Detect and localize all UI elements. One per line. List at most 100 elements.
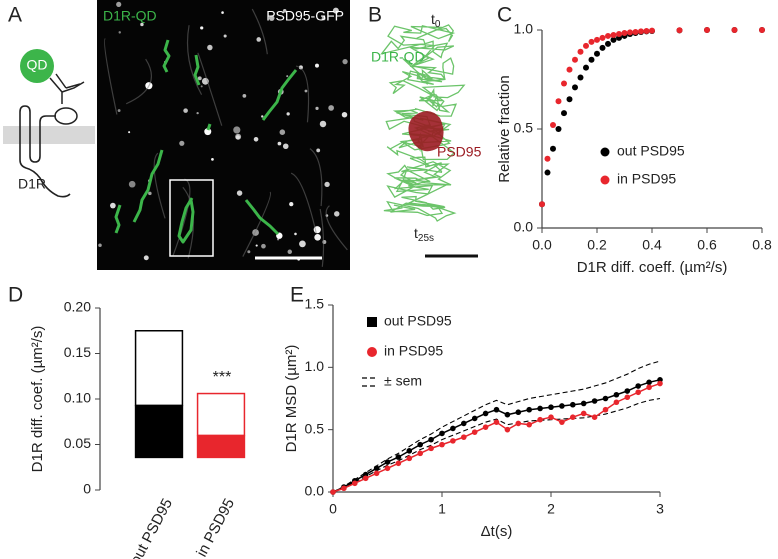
x-tick-label: 0.0 [532, 237, 552, 253]
data-point [537, 416, 543, 423]
data-point [384, 465, 391, 472]
punctum [148, 191, 152, 196]
punctum [197, 76, 202, 81]
track [206, 123, 212, 131]
x-tick-label: 0.8 [752, 237, 772, 253]
fluorescence-puncta [98, 1, 348, 267]
x-axis-label: Δt(s) [481, 523, 513, 540]
channel-label: PSD95-GFP [266, 8, 344, 24]
data-point [450, 438, 456, 444]
neurite [309, 148, 323, 207]
sem-line [332, 397, 661, 493]
punctum [341, 111, 348, 118]
neurite [319, 208, 325, 267]
data-point [471, 415, 478, 422]
data-point [621, 29, 628, 36]
legend-label: out PSD95 [384, 313, 452, 329]
data-point [550, 122, 556, 129]
annotation: *** [213, 369, 232, 386]
y-tick-label: 1.0 [514, 21, 534, 37]
data-point [561, 80, 567, 87]
data-point [591, 398, 598, 404]
data-point [613, 399, 620, 406]
punctum [294, 232, 297, 236]
data-point [599, 34, 606, 41]
y-tick-label: 0.0 [514, 219, 534, 235]
data-point [539, 201, 545, 208]
punctum [342, 58, 348, 65]
punctum [304, 89, 308, 93]
punctum [261, 243, 266, 249]
data-point [341, 485, 347, 492]
track [114, 204, 122, 234]
data-point [676, 27, 683, 34]
box-lower [196, 435, 246, 459]
data-point [566, 66, 573, 73]
punctum [334, 211, 340, 217]
data-point [649, 27, 655, 34]
schematic: QD D1R [3, 49, 95, 198]
data-point [450, 425, 456, 432]
data-point [588, 38, 595, 45]
time-base: t [431, 11, 435, 27]
panel-label: C [497, 4, 512, 27]
data-point [577, 74, 584, 81]
data-point [428, 445, 434, 452]
punctum [277, 141, 282, 146]
data-point [657, 380, 663, 387]
punctum [299, 240, 306, 248]
data-point [471, 429, 478, 435]
data-point [583, 42, 589, 49]
data-point [570, 414, 576, 421]
data-point [439, 441, 445, 448]
punctum [298, 65, 303, 70]
punctum [110, 202, 116, 209]
data-point [504, 426, 511, 433]
y-tick-label: 1.0 [305, 358, 325, 374]
punctum [140, 22, 144, 27]
punctum [324, 181, 330, 188]
data-point [544, 169, 551, 176]
data-point [526, 406, 532, 413]
data-point [504, 411, 511, 418]
legend-marker [600, 175, 610, 185]
data-point [550, 145, 556, 152]
legend-marker [367, 347, 377, 357]
punctum [314, 234, 321, 241]
punctum [200, 85, 203, 88]
data-point [537, 405, 543, 412]
data-point [572, 84, 578, 91]
neurite [251, 8, 268, 55]
x-tick-label: 2 [547, 501, 555, 517]
x-tick-label: 3 [656, 501, 664, 517]
track-label: D1R-QD [371, 49, 425, 65]
time-base: t [414, 225, 418, 241]
data-point [493, 419, 500, 425]
data-point [610, 36, 617, 43]
data-point [373, 470, 380, 477]
data-point [624, 394, 631, 401]
x-tick-label: 0.6 [697, 237, 717, 253]
x-tick-label: out PSD95 [127, 496, 176, 559]
box-upper [196, 392, 246, 437]
data-point [566, 96, 573, 103]
data-point [428, 436, 434, 443]
data-point [580, 410, 587, 417]
punctum [321, 16, 326, 21]
legend-label: in PSD95 [617, 171, 676, 187]
punctum [233, 126, 241, 134]
neurite [197, 52, 223, 126]
data-point [395, 454, 402, 460]
neurite [242, 191, 272, 257]
data-point [362, 475, 369, 482]
punctum [128, 131, 131, 134]
punctum [223, 34, 227, 38]
punctum [287, 249, 293, 255]
punctum [286, 75, 289, 78]
data-point [559, 403, 565, 409]
data-point [395, 460, 402, 467]
domain-label: PSD95 [437, 144, 482, 160]
punctum [328, 105, 334, 111]
epitope [54, 107, 78, 125]
